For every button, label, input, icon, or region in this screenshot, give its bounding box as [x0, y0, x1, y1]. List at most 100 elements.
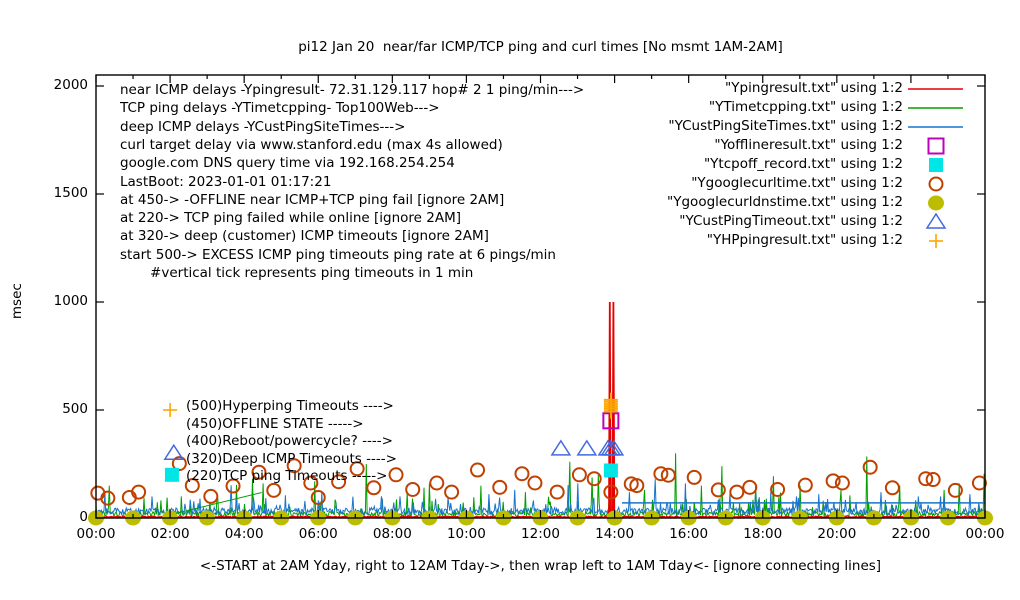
marker-circle-open	[825, 473, 841, 489]
marker-circle-open	[266, 482, 282, 498]
marker-circle-open	[862, 459, 878, 475]
marker-circle-open	[303, 475, 319, 491]
marker-circle-open	[884, 480, 900, 496]
marker-circle-open	[527, 475, 543, 491]
x-tick-label: 00:00	[76, 526, 116, 542]
marker-circle-open	[925, 472, 941, 488]
threshold-annotation: (220)TCP ping Timeouts ----->	[186, 468, 388, 485]
threshold-annotation: (400)Reboot/powercycle? ---->	[186, 433, 393, 450]
marker-circle-open	[571, 467, 587, 483]
marker-circle-open	[686, 469, 702, 485]
marker-circle-open	[710, 482, 726, 498]
legend-label: "Ytcpoff_record.txt" using 1:2	[703, 156, 903, 172]
marker-circle-open	[629, 478, 645, 494]
marker-circle-open	[586, 471, 602, 487]
y-axis-label: msec	[8, 283, 25, 320]
marker-circle-open	[225, 478, 241, 494]
marker-circle-open	[653, 466, 669, 482]
marker-circle-open	[310, 489, 326, 505]
legend-label: "YCustPingSiteTimes.txt" using 1:2	[668, 118, 903, 134]
annotation-line: start 500-> EXCESS ICMP ping timeouts pi…	[120, 246, 556, 263]
annotation-line: #vertical tick represents ping timeouts …	[120, 265, 474, 281]
marker-circle-open	[928, 176, 944, 192]
y-tick-label: 500	[62, 401, 88, 417]
annotation-line: TCP ping delays -YTimetcpping- Top100Web…	[120, 100, 440, 117]
marker-circle-open	[834, 475, 850, 491]
marker-circle-fill	[928, 195, 944, 211]
legend-label: "Ygooglecurltime.txt" using 1:2	[691, 175, 903, 191]
marker-triangle-open	[603, 439, 625, 456]
legend-label: "Ygooglecurldnstime.txt" using 1:2	[667, 194, 903, 210]
marker-circle-open	[514, 466, 530, 482]
x-tick-label: 20:00	[817, 526, 857, 542]
marker-circle-open	[366, 480, 382, 496]
marker-circle-open	[100, 490, 116, 506]
marker-square-fill	[929, 158, 943, 172]
marker-circle-open	[770, 481, 786, 497]
marker-circle-open	[444, 484, 460, 500]
annotation-line: near ICMP delays -Ypingresult- 72.31.129…	[120, 82, 585, 98]
x-tick-label: 14:00	[595, 526, 635, 542]
x-tick-label: 04:00	[224, 526, 264, 542]
y-tick-label: 2000	[53, 77, 88, 93]
marker-circle-open	[470, 462, 486, 478]
threshold-annotation: (320)Deep ICMP Timeouts ---->	[186, 450, 397, 467]
marker-circle-open	[405, 481, 421, 497]
marker-triangle-open	[163, 443, 185, 460]
x-tick-label: 00:00	[965, 526, 1005, 542]
connecting-line	[172, 492, 262, 515]
x-axis-note: <-START at 2AM Yday, right to 12AM Tday-…	[199, 558, 882, 574]
marker-circle-open	[729, 484, 745, 500]
marker-circle-open	[429, 475, 445, 491]
legend-label: "YCustPingTimeout.txt" using 1:2	[679, 213, 903, 229]
legend-label: "Yofflineresult.txt" using 1:2	[714, 137, 903, 153]
annotation-line: at 450-> -OFFLINE near ICMP+TCP ping fai…	[120, 191, 505, 208]
marker-triangle-open	[550, 439, 572, 456]
x-tick-label: 08:00	[372, 526, 412, 542]
chart-title: pi12 Jan 20 near/far ICMP/TCP ping and c…	[298, 39, 783, 55]
annotation-line: curl target delay via www.stanford.edu (…	[120, 136, 503, 153]
marker-circle-open	[171, 456, 187, 472]
x-tick-label: 02:00	[150, 526, 190, 542]
marker-circle-open	[492, 479, 508, 495]
threshold-annotation: (450)OFFLINE STATE ----->	[186, 415, 364, 432]
x-tick-label: 16:00	[669, 526, 709, 542]
marker-triangle-open	[576, 439, 598, 456]
x-tick-label: 22:00	[891, 526, 931, 542]
marker-square-fill	[164, 467, 179, 482]
legend-label: "YTimetcpping.txt" using 1:2	[708, 99, 903, 115]
annotation-line: google.com DNS query time via 192.168.25…	[120, 155, 455, 172]
marker-circle-open	[742, 479, 758, 495]
x-tick-label: 12:00	[521, 526, 560, 542]
x-tick-label: 06:00	[298, 526, 338, 542]
annotation-line: deep ICMP delays -YCustPingSiteTimes--->	[120, 118, 406, 135]
marker-circle-open	[349, 461, 365, 477]
marker-circle-open	[184, 478, 200, 494]
marker-circle-open	[971, 475, 987, 491]
threshold-annotation: (500)Hyperping Timeouts ---->	[186, 398, 394, 414]
marker-square-open	[927, 137, 945, 155]
marker-triangle-open	[925, 212, 947, 229]
legend-label: "Ypingresult.txt" using 1:2	[725, 80, 903, 96]
marker-circle-open	[947, 482, 963, 498]
marker-square-fill	[603, 463, 618, 478]
marker-circle-open	[251, 464, 267, 480]
marker-circle-open	[603, 484, 619, 500]
annotation-line: at 320-> deep (customer) ICMP timeouts […	[120, 228, 489, 245]
y-tick-label: 1000	[53, 293, 88, 309]
marker-circle-open	[286, 458, 302, 474]
y-tick-label: 1500	[53, 185, 88, 201]
x-tick-label: 10:00	[446, 526, 486, 542]
y-tick-label: 0	[79, 509, 88, 525]
annotation-line: at 220-> TCP ping failed while online [i…	[120, 210, 462, 227]
annotation-line: LastBoot: 2023-01-01 01:17:21	[120, 173, 332, 190]
marker-circle-open	[203, 488, 219, 504]
marker-circle-open	[549, 484, 565, 500]
marker-circle-open	[918, 471, 934, 487]
marker-circle-open	[660, 467, 676, 483]
marker-circle-open	[388, 467, 404, 483]
marker-circle-open	[797, 477, 813, 493]
x-tick-label: 18:00	[743, 526, 783, 542]
